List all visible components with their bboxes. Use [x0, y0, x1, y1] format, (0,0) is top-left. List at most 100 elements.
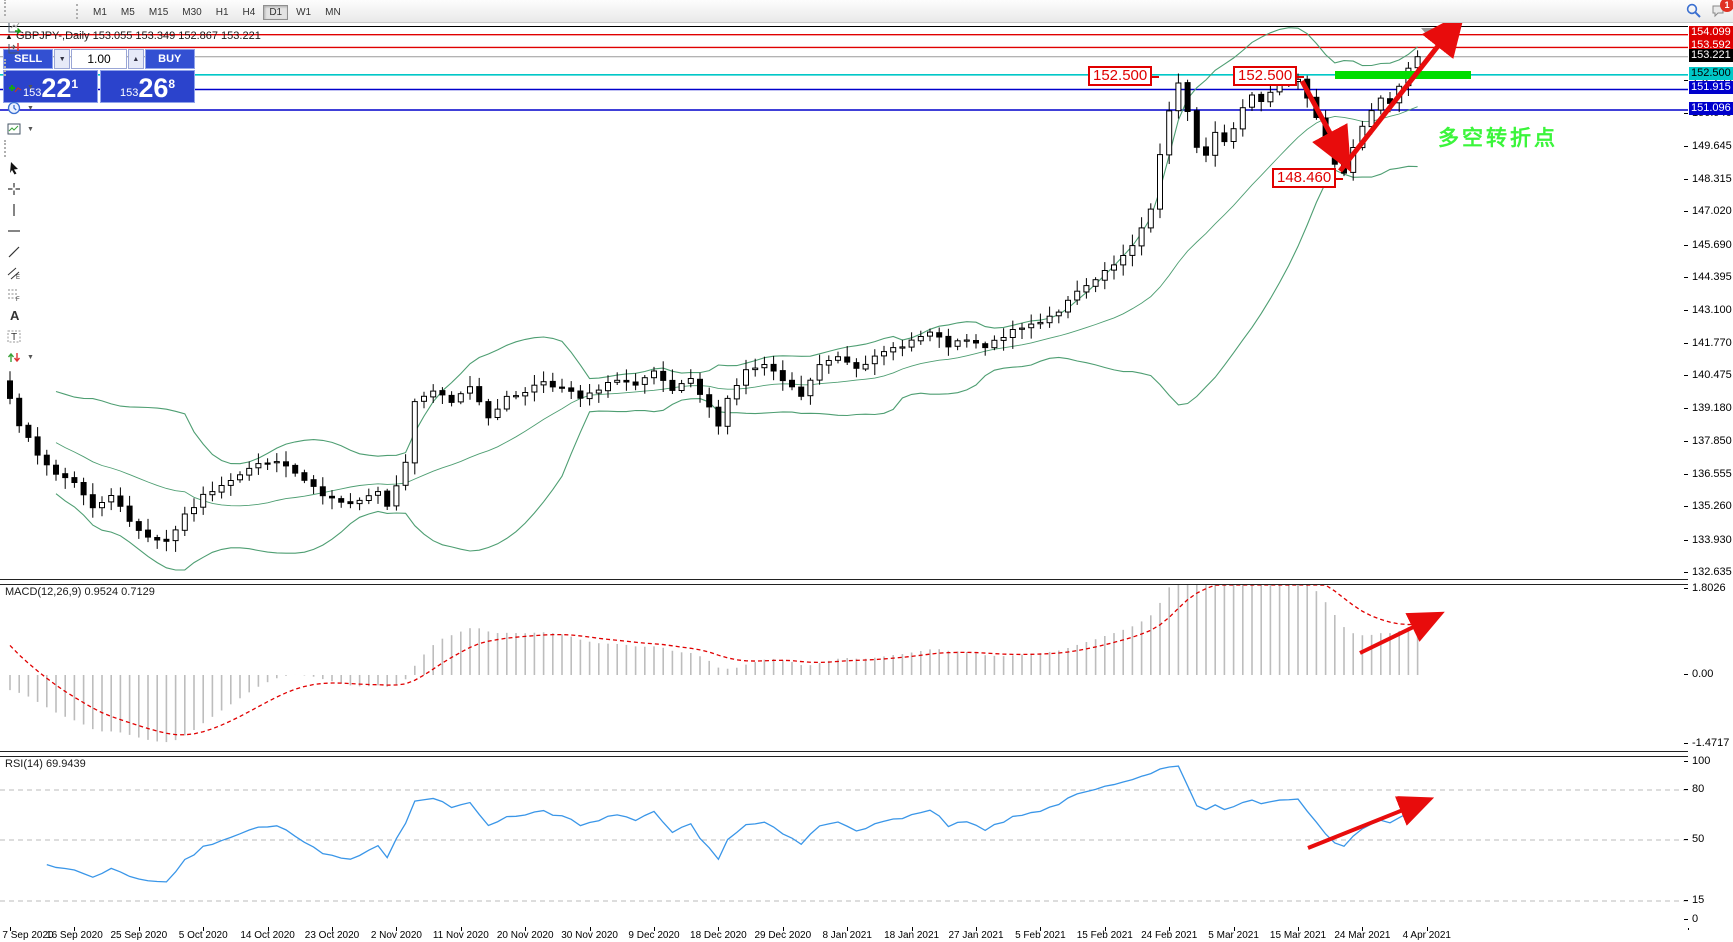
time-scale[interactable]: 7 Sep 2020 16 Sep 2020 25 Sep 2020 5 Oct 20…: [0, 927, 1688, 942]
tick-mark: [1684, 540, 1688, 541]
tick-mark: [1684, 375, 1688, 376]
red-down-arrow: [1299, 79, 1352, 173]
date-label: 7 Sep 2020: [2, 930, 54, 941]
price-scale[interactable]: 152.235150.940149.645148.315147.020145.6…: [1684, 26, 1733, 928]
tick-mark: [782, 927, 784, 931]
indicators-icon[interactable]: ▼: [2, 77, 74, 98]
svg-text:T: T: [11, 332, 17, 343]
rsi-line: [46, 765, 1418, 883]
price-level-label: 152.500: [1689, 67, 1733, 80]
price-annotation-label: 152.500: [1088, 66, 1160, 86]
crosshair-icon[interactable]: [2, 179, 74, 200]
search-icon[interactable]: [1685, 2, 1702, 19]
macd-axis-label: 1.8026: [1692, 582, 1726, 594]
svg-text:E: E: [16, 275, 20, 281]
period-icon[interactable]: ▼: [2, 98, 74, 119]
hline-icon[interactable]: [2, 221, 74, 242]
volume-down-stepper[interactable]: ▼: [54, 49, 70, 69]
timeframe-m30[interactable]: M30: [182, 7, 202, 18]
tick-mark: [1684, 343, 1688, 344]
price-tick: 149.645: [1692, 140, 1732, 152]
buy-button[interactable]: BUY: [144, 49, 195, 69]
price-tick: 139.180: [1692, 402, 1732, 414]
volume-input[interactable]: [71, 49, 127, 69]
macd-up-arrow: [1359, 611, 1445, 655]
tick-mark: [1684, 408, 1688, 409]
timeframe-h4[interactable]: H4: [242, 7, 256, 18]
tick-mark: [138, 927, 140, 931]
chat-icon[interactable]: 1: [1710, 0, 1733, 19]
tick-mark: [74, 927, 76, 931]
chevron-down-icon[interactable]: ▼: [27, 105, 34, 112]
chevron-down-icon[interactable]: ▼: [27, 84, 34, 91]
date-label: 8 Jan 2021: [822, 930, 872, 941]
date-label: 24 Mar 2021: [1334, 930, 1391, 941]
price-tick: 133.930: [1692, 534, 1732, 546]
tick-mark: [589, 927, 591, 931]
vline-icon[interactable]: [2, 200, 74, 221]
tick-mark: [1684, 743, 1688, 744]
rsi-axis-label: 80: [1692, 783, 1705, 795]
chart-shift-icon[interactable]: [2, 38, 74, 59]
timeframe-d1[interactable]: D1: [263, 5, 289, 20]
tick-mark: [396, 927, 398, 931]
timeframe-m5[interactable]: M5: [120, 7, 135, 18]
date-label: 20 Nov 2020: [496, 930, 554, 941]
price-level-label: 153.592: [1689, 39, 1733, 52]
volume-up-stepper[interactable]: ▲: [128, 49, 144, 69]
tick-mark: [460, 927, 462, 931]
price-annotation-label: 152.500: [1233, 66, 1305, 86]
tick-mark: [1684, 839, 1688, 840]
template-icon[interactable]: ▼: [2, 119, 74, 140]
channel-icon[interactable]: E: [2, 263, 74, 284]
rsi-label: RSI(14) 69.9439: [5, 758, 86, 770]
timeframe-mn[interactable]: MN: [325, 7, 341, 18]
date-label: 18 Dec 2020: [690, 930, 747, 941]
tick-mark: [1684, 506, 1688, 507]
tick-mark: [847, 927, 849, 931]
sell-button[interactable]: SELL: [3, 49, 54, 69]
date-label: 5 Mar 2021: [1208, 930, 1259, 941]
chart-area[interactable]: ▲ GBPJPY-,Daily 153.055 153.349 152.867 …: [0, 11, 1689, 930]
buy-price-button[interactable]: 153 26 8: [100, 70, 195, 103]
timeframe-w1[interactable]: W1: [296, 7, 312, 18]
price-level-label: 151.915: [1689, 81, 1733, 94]
tick-mark: [1426, 927, 1428, 931]
fibonacci-icon[interactable]: F: [2, 284, 74, 305]
chevron-down-icon[interactable]: ▼: [27, 126, 34, 133]
date-label: 18 Jan 2021: [884, 930, 940, 941]
tick-mark: [654, 927, 655, 931]
tick-mark: [1684, 113, 1688, 114]
svg-text:A: A: [10, 308, 20, 323]
tick-mark: [1684, 80, 1688, 81]
text-icon[interactable]: A: [2, 305, 74, 326]
chevron-down-icon[interactable]: ▼: [27, 354, 34, 361]
timeframe-m1[interactable]: M1: [93, 7, 107, 18]
date-label: 29 Dec 2020: [754, 930, 812, 941]
label-icon[interactable]: T: [2, 326, 74, 347]
price-tick: 140.475: [1692, 369, 1732, 381]
date-label: 11 Nov 2020: [432, 930, 489, 941]
pane-separator[interactable]: [0, 751, 1688, 757]
trendline-icon[interactable]: [2, 242, 74, 263]
price-tick: 132.635: [1692, 566, 1732, 578]
rsi-axis-label: 15: [1692, 894, 1705, 906]
tick-mark: [1684, 674, 1688, 675]
price-level-label: 154.099: [1689, 26, 1733, 39]
symbol-marker-icon: ▲: [5, 32, 13, 41]
shapes-icon[interactable]: ▼: [2, 347, 74, 368]
tick-mark: [1684, 277, 1688, 278]
toolbar-separator: [4, 59, 6, 76]
pane-separator[interactable]: [0, 579, 1688, 585]
tick-mark: [1040, 927, 1042, 931]
timeframe-m15[interactable]: M15: [148, 7, 169, 18]
cursor-icon[interactable]: [2, 158, 74, 179]
autoscroll-icon[interactable]: [2, 17, 74, 38]
price-level-label: 151.096: [1689, 102, 1733, 115]
date-label: 5 Oct 2020: [178, 930, 228, 941]
sell-price-button[interactable]: 153 22 1: [3, 70, 98, 103]
price-annotation-label: 148.460: [1272, 168, 1344, 188]
timeframe-h1[interactable]: H1: [215, 7, 229, 18]
